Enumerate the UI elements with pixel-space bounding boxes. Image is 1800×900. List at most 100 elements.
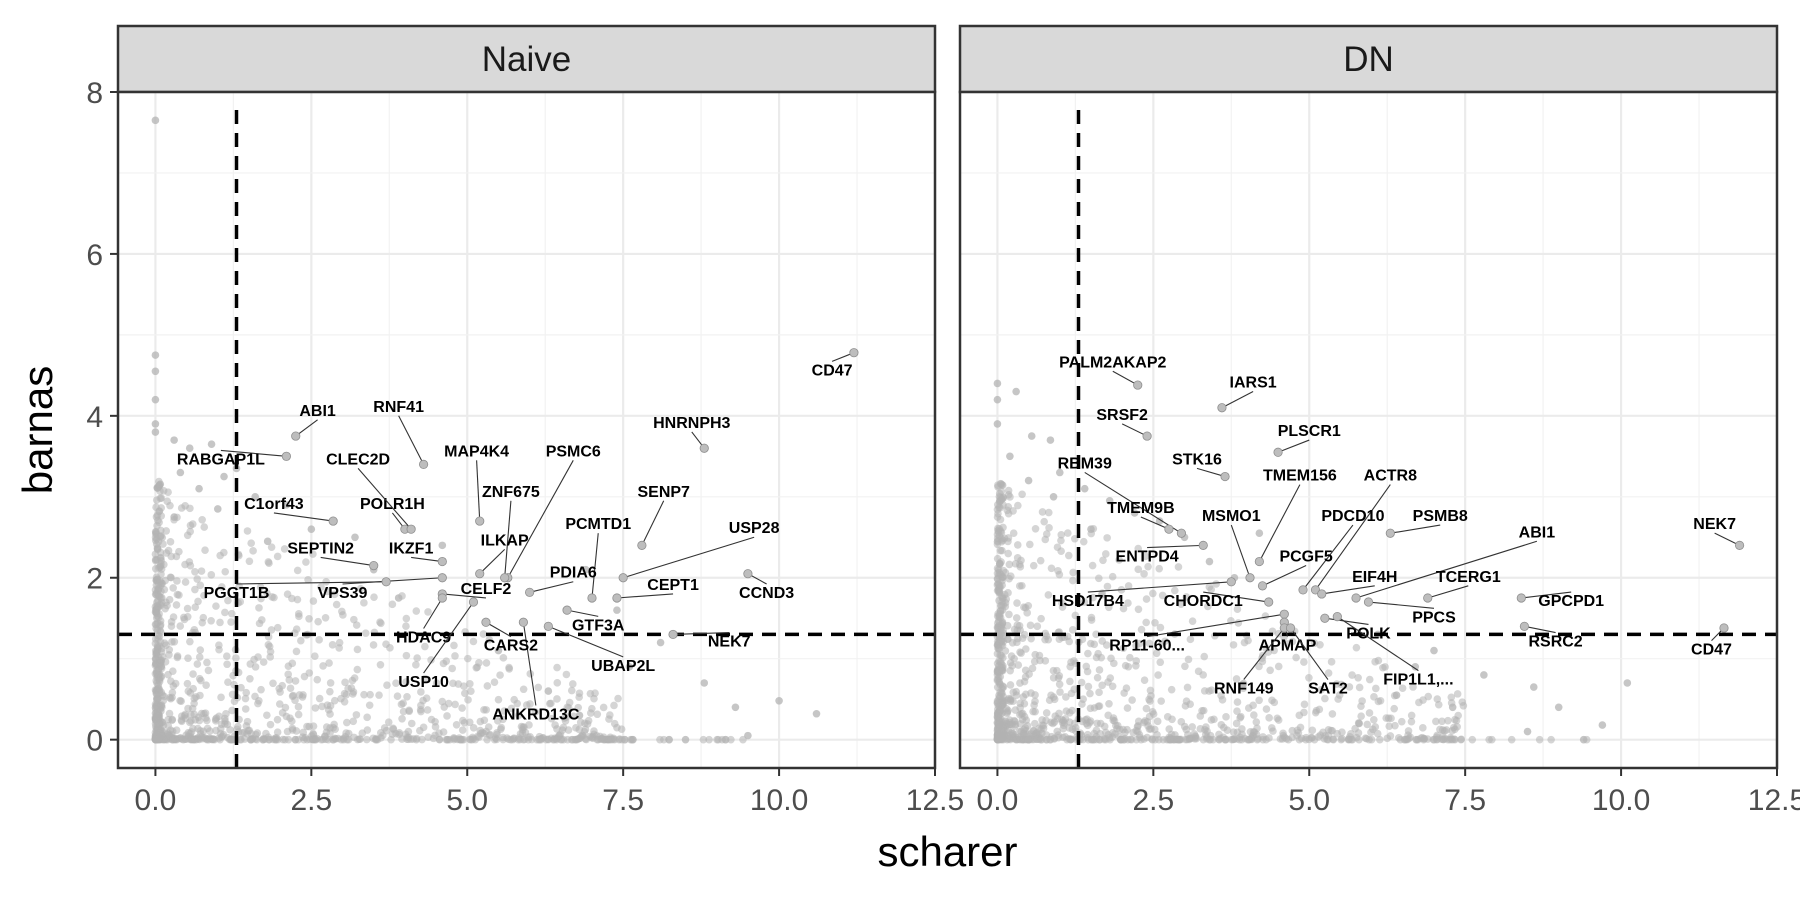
data-point bbox=[1011, 706, 1020, 714]
data-point bbox=[153, 703, 162, 711]
data-point bbox=[1024, 476, 1033, 485]
data-point bbox=[243, 527, 252, 535]
data-point bbox=[1080, 484, 1089, 493]
data-point bbox=[1292, 653, 1300, 662]
data-point bbox=[402, 614, 411, 623]
data-point bbox=[344, 735, 353, 744]
data-point bbox=[1085, 718, 1094, 727]
data-point bbox=[366, 690, 374, 699]
data-point bbox=[329, 735, 338, 744]
data-point bbox=[1070, 685, 1079, 694]
data-point bbox=[625, 663, 634, 671]
data-point bbox=[157, 494, 166, 502]
data-point bbox=[383, 681, 391, 690]
data-point bbox=[169, 667, 177, 676]
data-point bbox=[222, 652, 231, 661]
data-point bbox=[581, 565, 590, 574]
data-point bbox=[996, 610, 1004, 618]
data-point bbox=[1053, 727, 1062, 736]
data-point bbox=[169, 735, 177, 744]
data-point bbox=[293, 566, 302, 575]
data-point bbox=[1535, 735, 1544, 744]
data-point bbox=[469, 723, 478, 732]
data-point bbox=[1419, 724, 1427, 732]
data-point bbox=[291, 696, 299, 705]
label-leader bbox=[1337, 616, 1419, 672]
labelled-point bbox=[1317, 589, 1327, 599]
data-point bbox=[994, 617, 1003, 625]
data-point bbox=[496, 671, 504, 679]
data-point bbox=[349, 717, 358, 726]
data-point bbox=[1016, 679, 1024, 687]
labelled-point bbox=[1298, 585, 1308, 595]
data-point bbox=[403, 692, 411, 701]
label-leader bbox=[623, 536, 755, 579]
data-point bbox=[190, 694, 199, 703]
labelled-point bbox=[437, 593, 447, 603]
x-tick-label: 2.5 bbox=[1132, 784, 1174, 817]
gene-label: SAT2 bbox=[1308, 681, 1348, 698]
data-point bbox=[1030, 657, 1039, 666]
data-point bbox=[545, 699, 554, 708]
data-point bbox=[152, 614, 161, 623]
data-point bbox=[1373, 729, 1382, 738]
data-point bbox=[353, 735, 362, 744]
data-point bbox=[245, 557, 254, 566]
data-point bbox=[524, 735, 533, 744]
data-point bbox=[993, 513, 1002, 521]
data-point bbox=[398, 714, 406, 723]
label-leader bbox=[236, 581, 387, 585]
label-leader bbox=[1302, 524, 1354, 591]
point-cloud bbox=[993, 479, 1591, 744]
data-point bbox=[613, 606, 621, 614]
data-point bbox=[1148, 735, 1157, 744]
data-point bbox=[155, 688, 164, 697]
data-point bbox=[1056, 688, 1064, 696]
data-point bbox=[610, 701, 618, 710]
x-tick-label: 10.0 bbox=[1592, 784, 1650, 817]
data-point bbox=[1140, 570, 1148, 578]
data-point bbox=[1207, 686, 1216, 694]
label-leader bbox=[1147, 613, 1285, 638]
data-point bbox=[193, 660, 202, 668]
data-point bbox=[515, 711, 523, 719]
data-point bbox=[1137, 625, 1146, 634]
data-point bbox=[1022, 645, 1030, 653]
labelled-point bbox=[1142, 431, 1152, 441]
gene-label: CARS2 bbox=[484, 638, 538, 655]
data-point bbox=[1390, 704, 1398, 713]
data-point bbox=[177, 712, 186, 720]
data-point bbox=[993, 698, 1002, 707]
data-point bbox=[1448, 735, 1457, 744]
data-point bbox=[1012, 387, 1020, 396]
data-point bbox=[1069, 576, 1077, 585]
label-leader bbox=[1258, 484, 1301, 562]
data-point bbox=[432, 679, 441, 688]
data-point bbox=[285, 676, 294, 684]
data-point bbox=[162, 527, 171, 535]
data-point bbox=[1300, 700, 1309, 709]
gene-label: PSMC6 bbox=[546, 443, 601, 460]
data-point bbox=[275, 684, 283, 693]
data-point bbox=[1270, 698, 1279, 707]
data-point bbox=[262, 729, 270, 738]
data-point bbox=[1033, 622, 1042, 631]
data-point bbox=[553, 679, 562, 687]
data-point bbox=[156, 620, 165, 629]
data-point bbox=[1181, 662, 1189, 671]
gene-label: CELF2 bbox=[461, 581, 512, 598]
data-point bbox=[574, 703, 583, 712]
data-point bbox=[1348, 671, 1356, 679]
data-point bbox=[998, 594, 1007, 602]
data-point bbox=[403, 735, 411, 743]
data-point bbox=[1175, 735, 1183, 744]
data-point bbox=[450, 641, 458, 650]
data-point bbox=[195, 653, 204, 661]
data-point bbox=[153, 695, 162, 703]
data-point bbox=[480, 716, 489, 725]
data-point bbox=[332, 600, 341, 609]
data-point bbox=[522, 701, 531, 709]
data-point bbox=[179, 735, 188, 744]
data-point bbox=[1186, 635, 1195, 644]
gene-label: TMEM156 bbox=[1263, 468, 1337, 485]
